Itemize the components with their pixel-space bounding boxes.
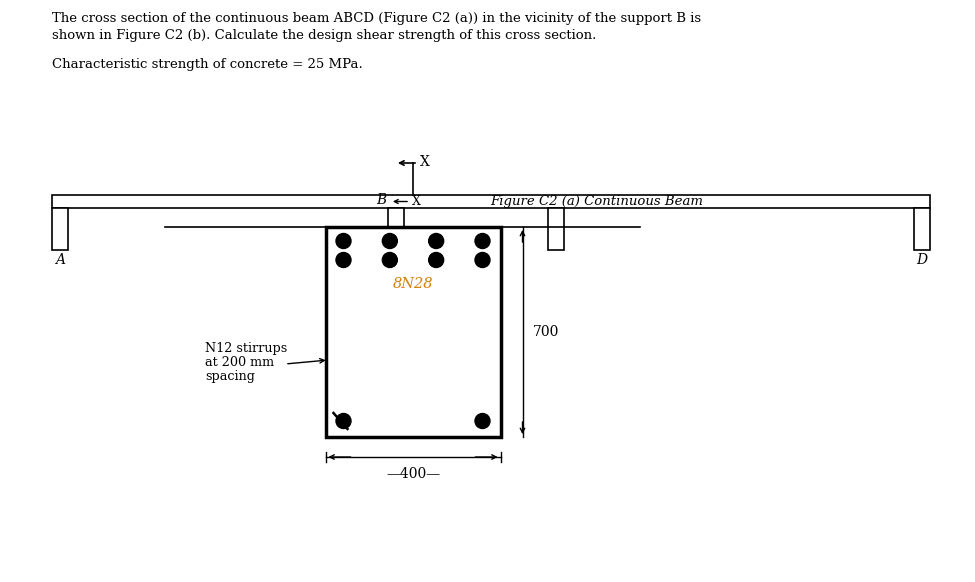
Bar [548, 208, 564, 250]
Circle shape [382, 253, 398, 268]
Text: 700: 700 [532, 325, 559, 339]
Bar [52, 195, 930, 208]
Text: X: X [412, 195, 421, 208]
Text: A: A [55, 253, 65, 267]
Circle shape [336, 413, 351, 428]
Circle shape [429, 233, 444, 249]
Text: at 200 mm: at 200 mm [205, 356, 274, 369]
Bar [326, 227, 500, 437]
Text: shown in Figure C2 (b). Calculate the design shear strength of this cross sectio: shown in Figure C2 (b). Calculate the de… [52, 29, 597, 42]
Circle shape [429, 253, 444, 268]
Text: —400—: —400— [386, 467, 440, 481]
Circle shape [336, 253, 351, 268]
Bar [52, 208, 68, 250]
Circle shape [382, 233, 398, 249]
Text: D: D [916, 253, 927, 267]
Text: Figure C2 (a) Continuous Beam: Figure C2 (a) Continuous Beam [490, 195, 703, 208]
Text: spacing: spacing [205, 370, 254, 383]
Text: The cross section of the continuous beam ABCD (Figure C2 (a)) in the vicinity of: The cross section of the continuous beam… [52, 12, 701, 25]
Text: X: X [420, 155, 430, 169]
Text: N12 stirrups: N12 stirrups [205, 342, 288, 355]
Circle shape [475, 413, 490, 428]
Text: 8N28: 8N28 [393, 277, 433, 291]
Text: B: B [383, 253, 393, 267]
Bar [914, 208, 930, 250]
Text: B: B [375, 193, 386, 208]
Bar [388, 208, 404, 250]
Circle shape [336, 233, 351, 249]
Text: Characteristic strength of concrete = 25 MPa.: Characteristic strength of concrete = 25… [52, 58, 363, 71]
Circle shape [475, 253, 490, 268]
Circle shape [475, 233, 490, 249]
